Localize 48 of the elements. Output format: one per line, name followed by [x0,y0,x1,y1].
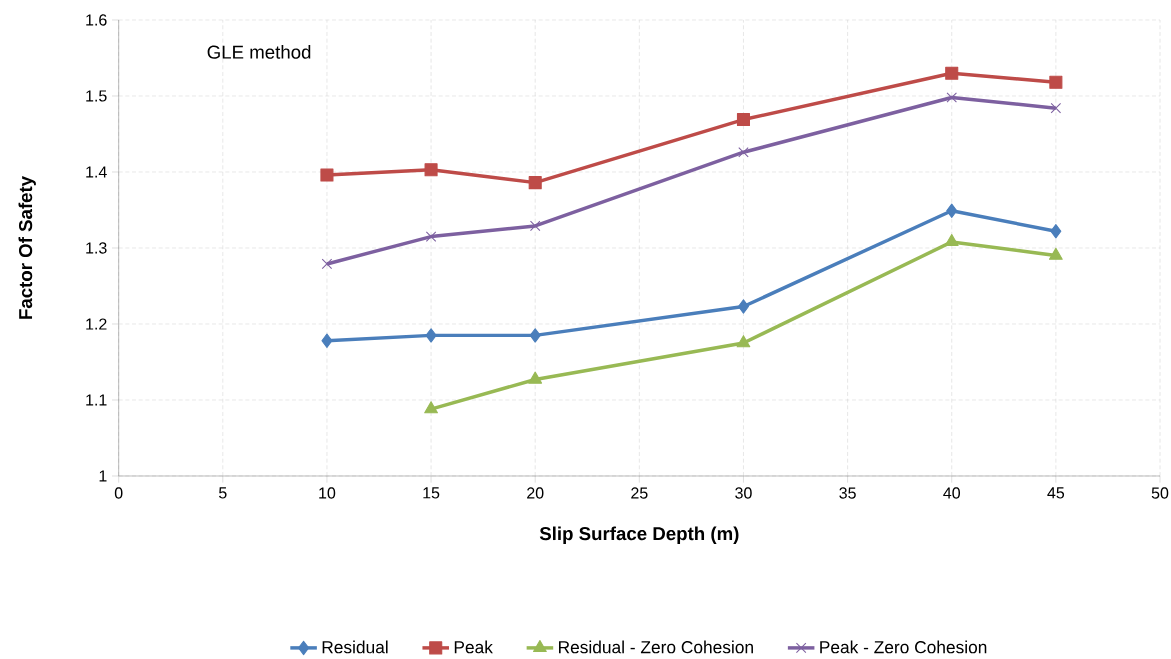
x-axis-title: Slip Surface Depth (m) [539,526,739,544]
point [425,328,437,343]
legend-label: Residual [322,640,388,654]
point [528,371,543,384]
point [1050,224,1062,239]
point [320,168,334,182]
y-tick-label: 1.1 [86,394,107,406]
x-tick-label: 0 [114,487,123,499]
x-tick-label: 25 [631,487,648,499]
point [736,335,751,348]
point [528,176,542,190]
point [1050,102,1062,114]
point [424,401,438,414]
x-tick-label: 15 [423,487,440,499]
point [945,66,959,80]
point [1049,75,1063,89]
point [1048,247,1063,260]
y-tick-label: 1.5 [86,90,107,102]
y-tick-label: 1.6 [86,14,107,26]
x-tick-label: 10 [319,487,336,499]
x-tick-label: 45 [1047,487,1065,499]
y-tick-label: 1 [99,470,107,482]
y-tick-label: 1.4 [86,166,107,178]
legend-label: Residual - Zero Cohesion [559,640,753,654]
point [424,163,438,177]
x-tick-label: 40 [943,487,961,499]
point [321,258,333,270]
point [737,299,750,314]
x-tick-label: 20 [527,487,544,499]
annotation: GLE method [207,45,311,59]
legend-label: Peak [454,640,493,654]
x-tick-label: 5 [219,487,227,499]
point [529,328,541,343]
point [425,231,437,242]
point [946,92,957,103]
point [321,333,333,348]
point [529,220,541,232]
y-axis-title: Factor Of Safety [18,176,36,319]
x-tick-label: 50 [1151,487,1169,499]
x-tick-label: 30 [735,487,752,499]
point [736,113,751,127]
y-tick-label: 1.3 [86,242,107,254]
legend-label: Peak - Zero Cohesion [820,640,987,654]
point [944,234,959,247]
y-tick-label: 1.2 [86,318,107,330]
point [946,203,958,218]
x-tick-label: 35 [839,487,856,499]
point [738,146,749,158]
